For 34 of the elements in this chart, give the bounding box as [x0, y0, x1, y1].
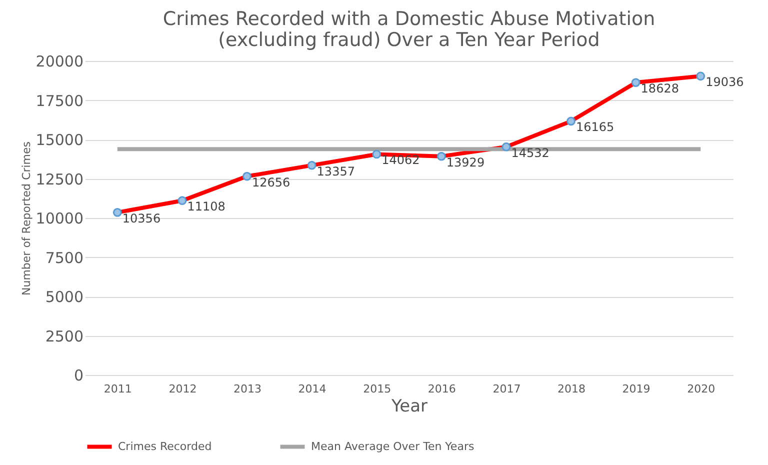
y-tick-label: 2500 — [45, 327, 84, 346]
legend-label: Mean Average Over Ten Years — [311, 440, 474, 453]
data-label: 19036 — [706, 75, 744, 90]
x-tick-label: 2012 — [168, 382, 197, 396]
x-tick-label: 2011 — [104, 382, 132, 396]
data-label: 12656 — [252, 175, 290, 190]
x-tick-label: 2013 — [234, 382, 262, 396]
data-label: 14062 — [382, 153, 420, 168]
data-label: 14532 — [511, 146, 550, 160]
x-tick-label: 2018 — [558, 382, 586, 396]
x-tick-label: 2020 — [687, 382, 716, 396]
x-axis-title: Year — [390, 396, 428, 416]
data-label: 11108 — [187, 200, 226, 214]
x-tick-label: 2017 — [492, 382, 521, 396]
data-label: 13929 — [446, 155, 485, 170]
y-tick-label: 12500 — [36, 170, 84, 188]
data-label: 10356 — [122, 211, 161, 226]
legend-label: Crimes Recorded — [118, 440, 212, 453]
data-label: 18628 — [640, 82, 679, 96]
x-tick-label: 2016 — [428, 382, 456, 396]
x-tick-label: 2019 — [622, 382, 650, 396]
x-tick-label: 2014 — [298, 382, 326, 396]
y-axis-title: Number of Reported Crimes — [20, 141, 33, 296]
y-tick-label: 10000 — [36, 210, 84, 228]
chart-title: Crimes Recorded with a Domestic Abuse Motivation (excluding fraud) Over a Ten Year Period — [162, 8, 656, 51]
y-tick-label: 17500 — [36, 92, 84, 110]
y-tick-label: 15000 — [36, 131, 84, 149]
data-label: 16165 — [576, 120, 614, 134]
y-tick-label: 0 — [74, 366, 84, 384]
y-tick-label: 20000 — [36, 52, 84, 70]
y-tick-label: 5000 — [45, 288, 84, 306]
data-label: 13357 — [316, 164, 355, 178]
y-tick-label: 7500 — [45, 248, 84, 267]
x-tick-label: 2015 — [363, 382, 392, 396]
